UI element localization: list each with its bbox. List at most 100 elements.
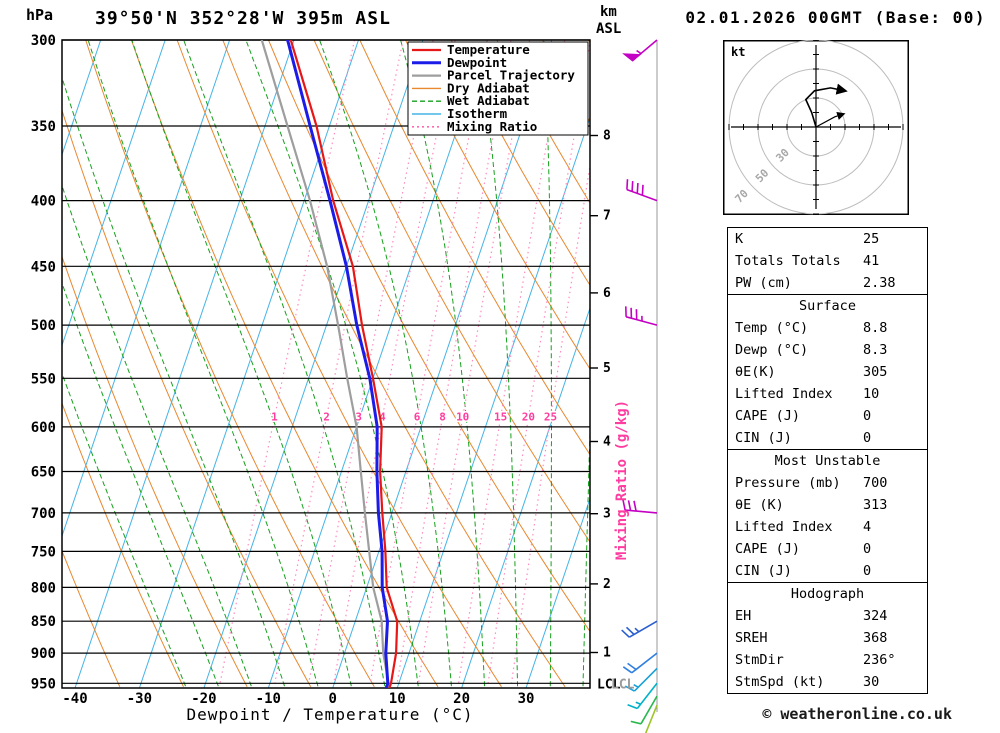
- pressure-tick-label: 400: [31, 194, 56, 210]
- indices-label: Dewp (°C): [735, 342, 809, 358]
- mixing-ratio-value-label: 8: [439, 411, 446, 424]
- indices-value: 0: [863, 430, 872, 446]
- legend-label: Dry Adiabat: [447, 80, 530, 95]
- storm-motion-vector: [815, 111, 846, 128]
- hodograph-axis-ticks: [728, 40, 904, 215]
- mixing-ratio-value-label: 6: [414, 411, 421, 424]
- hodograph-unit-label: kt: [731, 45, 745, 59]
- indices-label: StmDir: [735, 652, 784, 668]
- indices-section-title: Hodograph: [790, 586, 865, 602]
- wind-barb: [624, 667, 658, 692]
- mixing-ratio-value-label: 20: [522, 411, 535, 424]
- indices-label: StmSpd (kt): [735, 674, 825, 690]
- hodograph-trace: [804, 83, 848, 128]
- indices-label: θE (K): [735, 497, 784, 513]
- indices-label: Pressure (mb): [735, 475, 841, 491]
- pressure-tick-label: 500: [31, 318, 56, 334]
- indices-row: PW (cm) 2.38: [728, 272, 927, 294]
- indices-row: CAPE (J) 0: [728, 405, 927, 427]
- indices-label: K: [735, 231, 744, 247]
- indices-value: 2.38: [863, 275, 896, 291]
- indices-row: Totals Totals 41: [728, 250, 927, 272]
- wind-barb: [621, 620, 658, 638]
- indices-row: StmSpd (kt) 30: [728, 671, 927, 693]
- wind-barb: [644, 704, 658, 733]
- wind-barbs: [621, 39, 658, 733]
- indices-table: K 25 Totals Totals 41 PW (cm) 2.38 Surface Temp…: [727, 227, 928, 694]
- temperature-tick-labels: -40 -30 -20 -10 0 10 20 30: [62, 691, 534, 707]
- mixing-ratio-value-label: 2: [323, 411, 330, 424]
- km-tick-label: 3: [603, 507, 611, 522]
- indices-row: Temp (°C) 8.8: [728, 317, 927, 339]
- pressure-tick-label: 700: [31, 506, 56, 522]
- pressure-tick-label: 750: [31, 544, 56, 560]
- indices-label: Lifted Index: [735, 386, 833, 402]
- wind-barb: [622, 652, 658, 674]
- series-parcel-trajectory: [260, 40, 391, 688]
- indices-value: 368: [863, 630, 888, 646]
- km-tick-label: 4: [603, 435, 611, 450]
- pressure-tick-label: 550: [31, 371, 56, 387]
- mixing-ratio-axis-label: Mixing Ratio (g/kg): [614, 399, 630, 561]
- indices-row: StmDir 236°: [728, 649, 927, 671]
- datetime-label: 02.01.2026 00GMT (Base: 00): [685, 8, 986, 27]
- km-tick-label: 5: [603, 361, 611, 376]
- wind-barb: [622, 39, 658, 62]
- km-tick-label: 6: [603, 286, 611, 301]
- mixing-ratio-value-label: 10: [456, 411, 469, 424]
- pressure-tick-label: 650: [31, 465, 56, 481]
- temperature-tick-label: 10: [389, 691, 406, 707]
- wind-barb: [622, 499, 658, 514]
- km-tick-label: 2: [603, 577, 611, 592]
- indices-row: θE (K) 313: [728, 494, 927, 516]
- legend-label: Isotherm: [447, 106, 508, 121]
- altitude-unit-km-label: km: [600, 4, 617, 20]
- indices-row: CAPE (J) 0: [728, 538, 927, 560]
- indices-value: 30: [863, 674, 880, 690]
- wet-adiabat-lines: [62, 40, 590, 687]
- indices-value: 236°: [863, 652, 896, 668]
- pressure-unit-label: hPa: [26, 6, 54, 24]
- indices-value: 8.8: [863, 320, 888, 336]
- legend-label: Mixing Ratio: [447, 119, 537, 134]
- indices-section-title: Most Unstable: [774, 453, 881, 469]
- indices-value: 41: [863, 253, 880, 269]
- pressure-tick-label: 300: [31, 33, 56, 49]
- indices-label: SREH: [735, 630, 768, 646]
- indices-value: 8.3: [863, 342, 888, 358]
- indices-label: PW (cm): [735, 275, 792, 291]
- indices-label: EH: [735, 608, 752, 624]
- station-title: 39°50'N 352°28'W 395m ASL: [95, 8, 391, 29]
- mixing-ratio-value-label: 15: [494, 411, 507, 424]
- mixing-ratio-value-label: 3: [355, 411, 362, 424]
- mixing-ratio-value-labels: 1 2 3 4 6 8 10 15 20 25: [270, 409, 559, 425]
- indices-row: CIN (J) 0: [728, 427, 927, 449]
- km-tick-label: 8: [603, 129, 611, 144]
- indices-value: 25: [863, 231, 880, 247]
- temperature-tick-label: -30: [127, 691, 152, 707]
- altitude-unit-asl-label: ASL: [596, 21, 622, 37]
- temperature-tick-label: -10: [256, 691, 281, 707]
- pressure-tick-label: 350: [31, 119, 56, 135]
- legend-label: Wet Adiabat: [447, 93, 530, 108]
- km-tick-label: 7: [603, 209, 611, 224]
- indices-value: 305: [863, 364, 888, 380]
- indices-value: 10: [863, 386, 880, 402]
- indices-row: EH 324: [728, 605, 927, 627]
- indices-value: 324: [863, 608, 888, 624]
- background-lines: [62, 40, 590, 688]
- wind-barb: [627, 682, 658, 710]
- indices-row: SREH 368: [728, 627, 927, 649]
- indices-section: Most Unstable Pressure (mb) 700 θE (K) 313 Li…: [727, 449, 928, 583]
- legend-label: Temperature: [447, 42, 530, 57]
- indices-value: 0: [863, 563, 872, 579]
- indices-label: θE(K): [735, 364, 776, 380]
- pressure-tick-label: 600: [31, 420, 56, 436]
- mixing-ratio-value-label: 25: [544, 411, 557, 424]
- mixing-ratio-lines: [219, 40, 590, 684]
